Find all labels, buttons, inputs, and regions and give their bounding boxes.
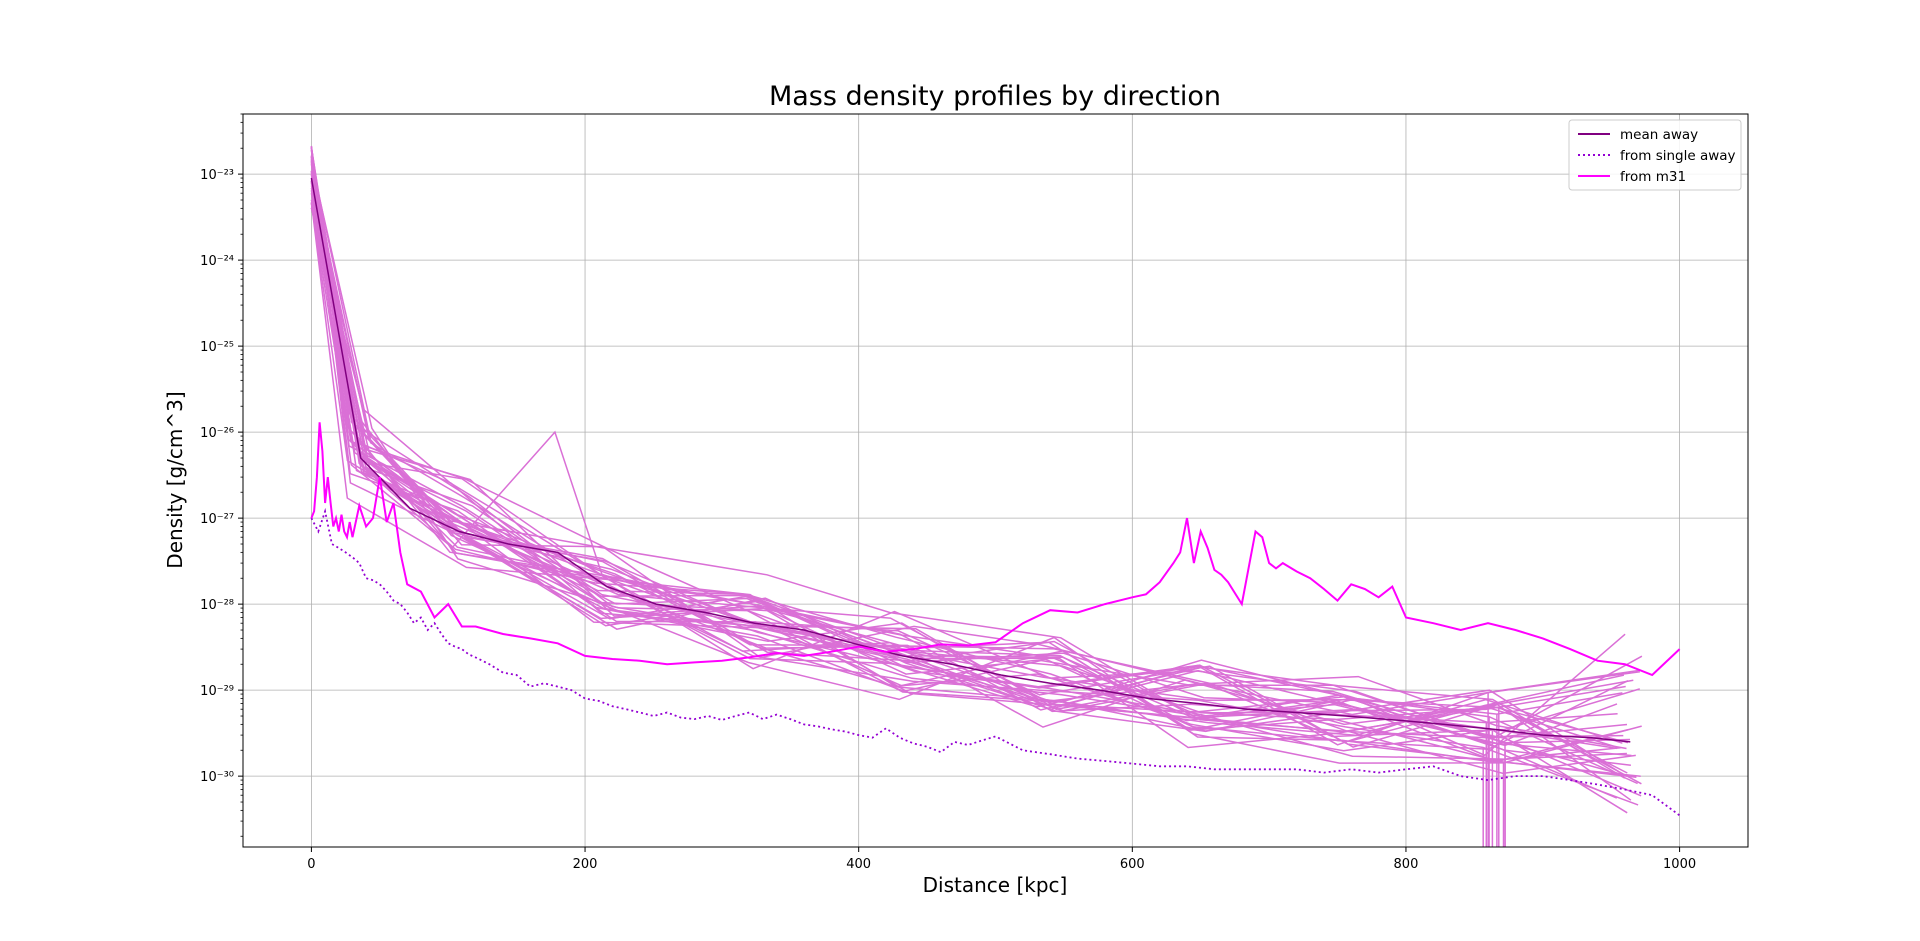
x-tick-label: 1000 — [1663, 857, 1696, 872]
direction-profile-line — [310, 161, 1627, 750]
y-tick-label: 10⁻³⁰ — [200, 770, 234, 785]
y-axis-title: Density [g/cm^3] — [163, 391, 187, 568]
direction-profile-line — [310, 183, 1629, 763]
direction-profile-line — [310, 185, 1636, 775]
series-line-from-single-away — [310, 507, 1681, 817]
x-tick-label: 0 — [307, 857, 315, 872]
x-tick-label: 800 — [1394, 857, 1419, 872]
direction-profile-line — [310, 170, 1642, 785]
direction-profile-line — [310, 202, 1628, 739]
chart-title: Mass density profiles by direction — [769, 81, 1221, 112]
direction-profile-line — [310, 147, 1627, 760]
legend-label: from m31 — [1620, 169, 1686, 185]
series-line-mean-away — [310, 177, 1631, 743]
y-tick-label: 10⁻²⁵ — [200, 340, 234, 355]
y-tick-label: 10⁻²⁷ — [200, 512, 234, 527]
x-tick-label: 400 — [846, 857, 871, 872]
x-axis-title: Distance [kpc] — [923, 873, 1068, 897]
x-tick-label: 200 — [573, 857, 598, 872]
direction-profile-line — [310, 207, 1631, 744]
direction-profile-line — [310, 181, 1625, 743]
series-layer — [310, 145, 1681, 847]
direction-profile-line — [310, 155, 1629, 751]
direction-profile-line — [310, 203, 1641, 746]
legend: mean away from single away from m31 — [1568, 119, 1742, 191]
y-tick-label: 10⁻²⁸ — [200, 598, 234, 613]
direction-profile-line — [310, 159, 1641, 716]
legend-frame — [1568, 119, 1742, 191]
y-tick-label: 10⁻²³ — [200, 168, 234, 183]
plot-frame — [242, 113, 1749, 848]
y-tick-label: 10⁻²⁶ — [200, 426, 234, 441]
series-line-from-m31 — [310, 422, 1681, 677]
y-tick-label: 10⁻²⁹ — [200, 684, 234, 699]
x-tick-label: 600 — [1120, 857, 1145, 872]
y-tick-label: 10⁻²⁴ — [200, 254, 234, 269]
direction-profile-line — [310, 147, 1618, 747]
axis-ticks: 0 200 400 600 800 1000 10⁻³⁰ 10⁻²⁹ 10⁻²⁸ 10⁻²⁷ 10⁻… — [200, 113, 1696, 872]
legend-label: from single away — [1620, 148, 1736, 164]
legend-label: mean away — [1620, 127, 1698, 143]
